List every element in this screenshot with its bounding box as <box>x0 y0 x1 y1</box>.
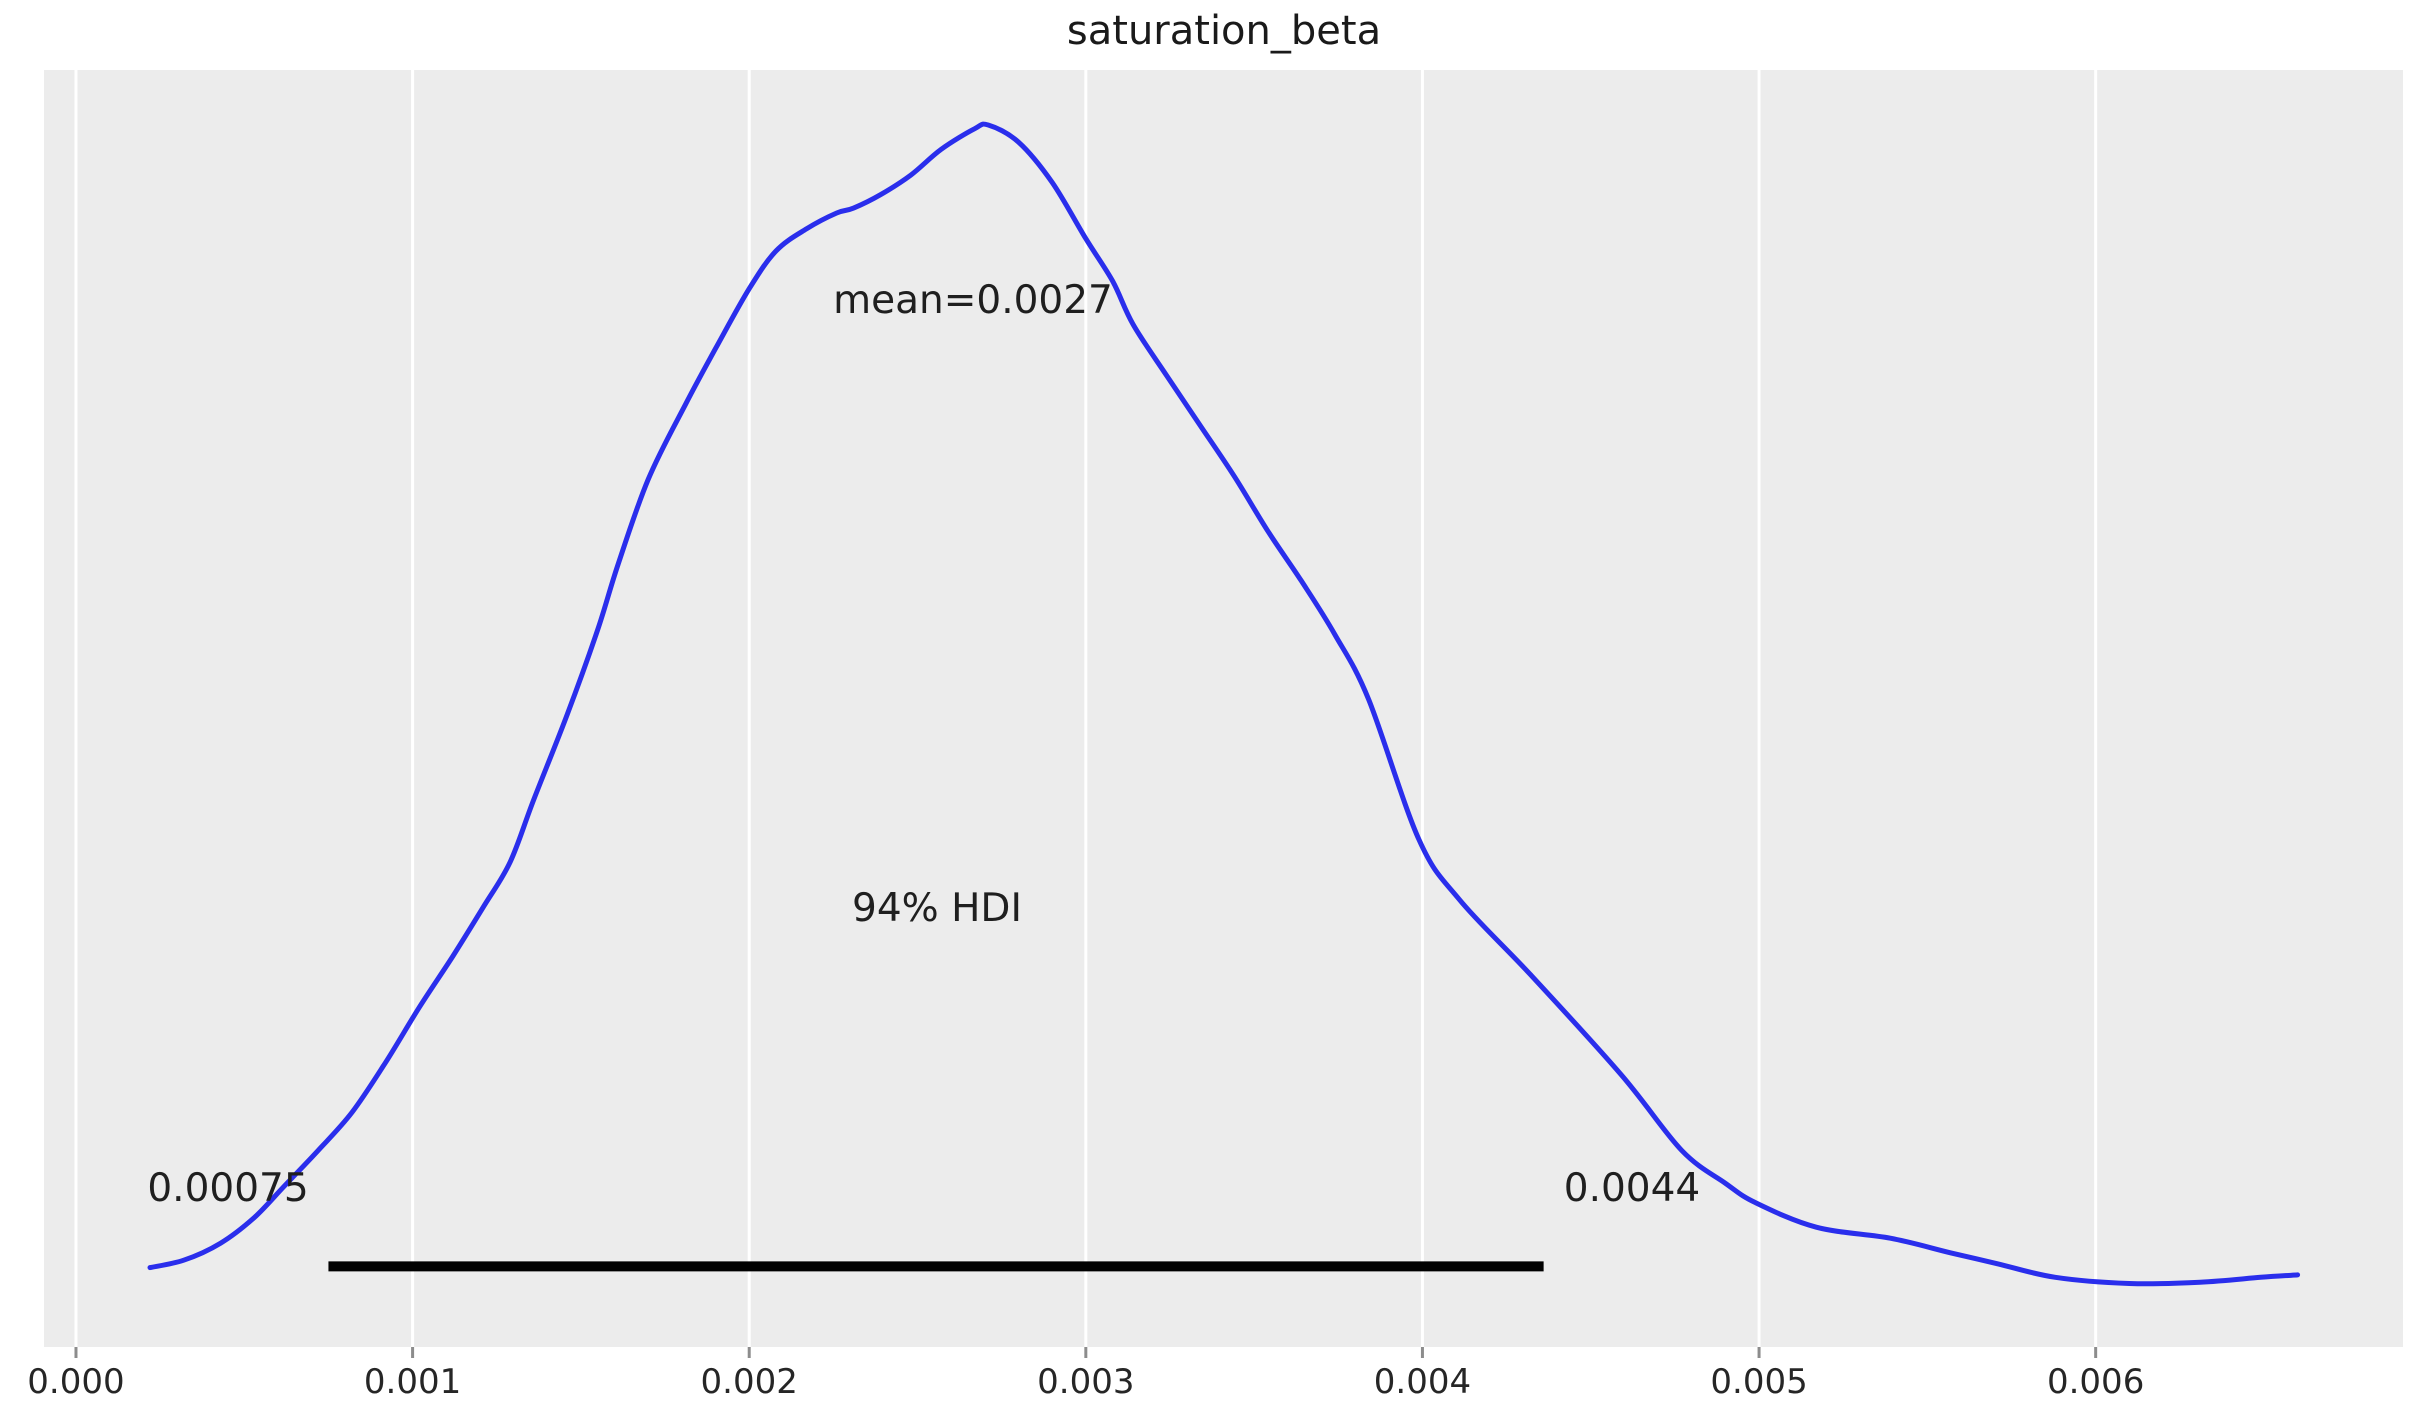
x-tick-label: 0.005 <box>1710 1362 1808 1402</box>
hdi-lower-bound: 0.00075 <box>147 1166 309 1211</box>
x-tick-label: 0.006 <box>2046 1362 2145 1402</box>
x-tick-label: 0.003 <box>1037 1362 1135 1402</box>
plot-panel <box>44 70 2403 1347</box>
hdi-upper-bound: 0.0044 <box>1563 1166 1701 1211</box>
hdi-label: 94% HDI <box>852 886 1022 931</box>
x-tick-label: 0.001 <box>363 1362 462 1402</box>
chart-title: saturation_beta <box>1066 8 1382 54</box>
kde-curve <box>147 121 2301 1287</box>
x-tick-label: 0.002 <box>700 1362 798 1402</box>
x-tick-label: 0.004 <box>1373 1362 1472 1402</box>
x-tick-label: 0.000 <box>27 1362 125 1402</box>
mean-annotation: mean=0.0027 <box>833 278 1113 323</box>
